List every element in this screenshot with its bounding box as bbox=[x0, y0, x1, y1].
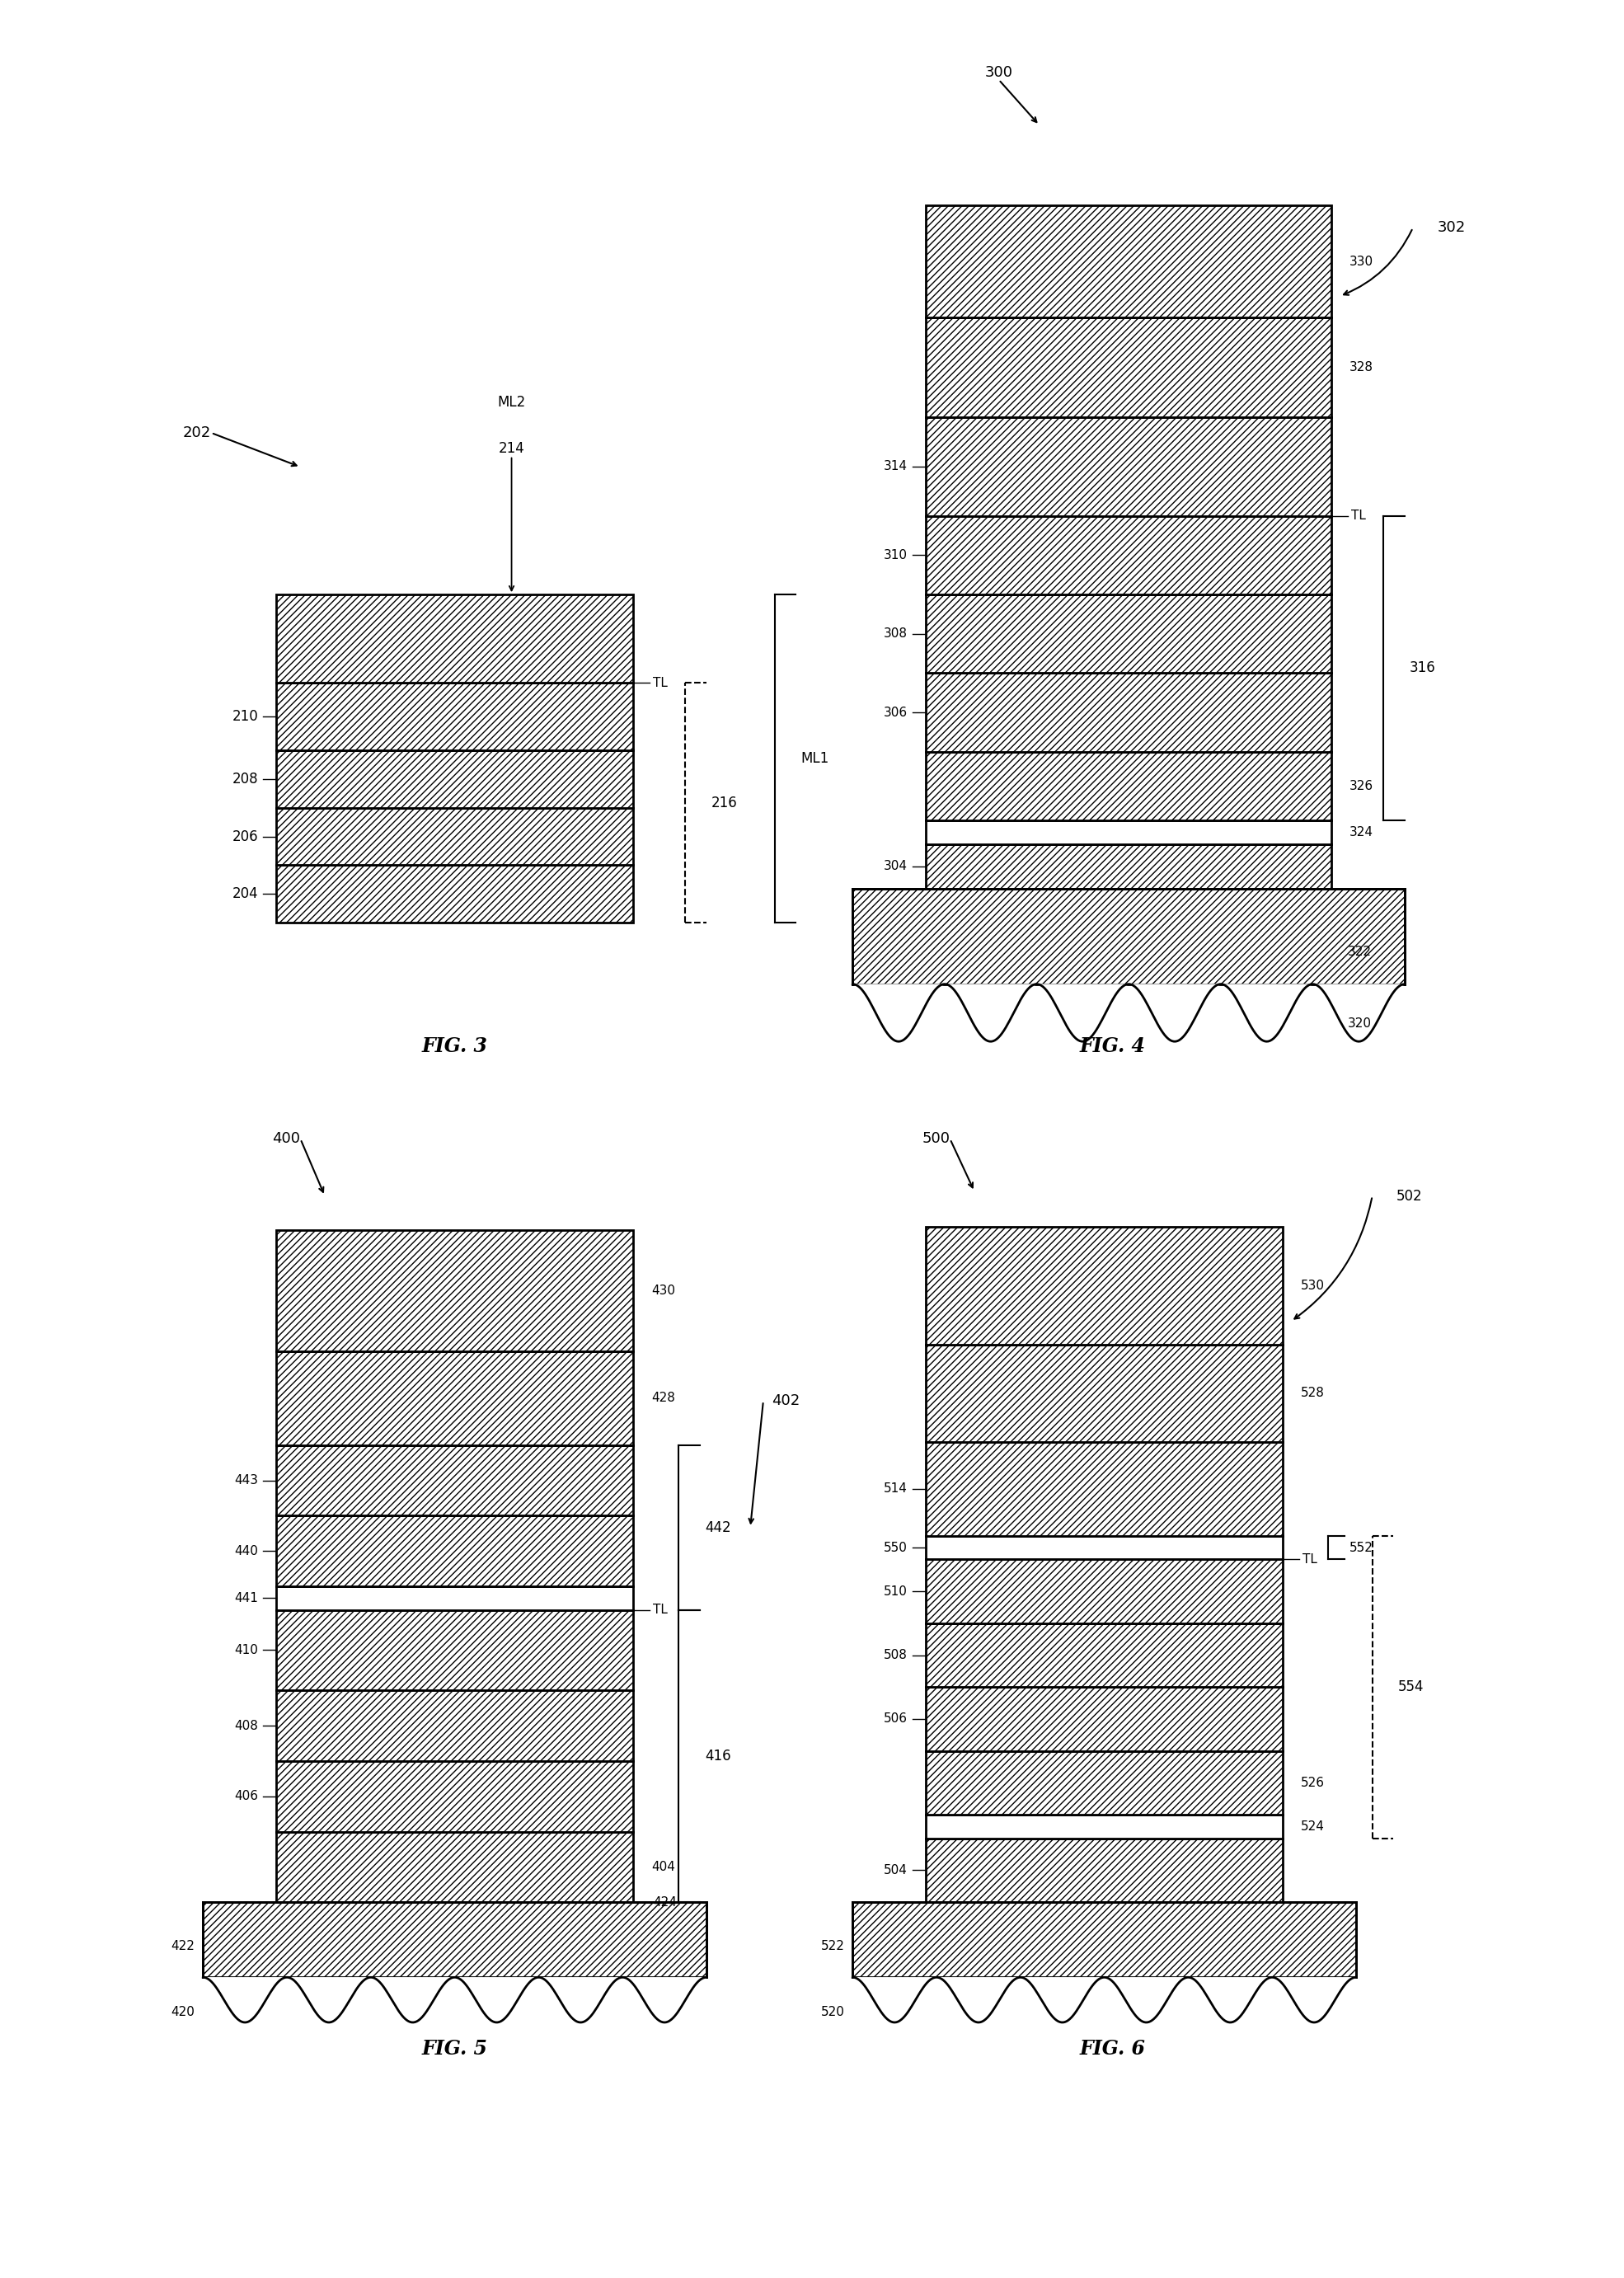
Text: 504: 504 bbox=[883, 1863, 908, 1877]
Bar bbox=[926, 1560, 1283, 1624]
Text: 440: 440 bbox=[234, 1544, 258, 1558]
Bar bbox=[926, 319, 1332, 417]
Bar bbox=[276, 1444, 633, 1515]
Text: 202: 202 bbox=[184, 426, 211, 440]
Text: 328: 328 bbox=[1350, 362, 1374, 374]
Text: TL: TL bbox=[1302, 1554, 1317, 1565]
Text: FIG. 3: FIG. 3 bbox=[422, 1036, 487, 1057]
Bar bbox=[926, 1624, 1283, 1688]
Text: 520: 520 bbox=[820, 2007, 844, 2018]
Bar bbox=[276, 1230, 633, 1351]
Text: 302: 302 bbox=[1437, 221, 1465, 235]
Text: FIG. 6: FIG. 6 bbox=[1080, 2039, 1145, 2059]
Text: 506: 506 bbox=[883, 1713, 908, 1724]
Text: 210: 210 bbox=[232, 708, 258, 724]
Bar bbox=[926, 1688, 1283, 1752]
Text: 400: 400 bbox=[273, 1132, 300, 1146]
Bar bbox=[926, 417, 1332, 517]
Bar bbox=[276, 866, 633, 923]
Text: 304: 304 bbox=[883, 861, 908, 872]
Text: 552: 552 bbox=[1350, 1542, 1374, 1554]
Bar bbox=[926, 1816, 1283, 1838]
Bar bbox=[276, 1585, 633, 1611]
Text: 526: 526 bbox=[1301, 1777, 1325, 1788]
Text: TL: TL bbox=[653, 1604, 667, 1615]
Bar bbox=[926, 820, 1332, 845]
Bar bbox=[926, 205, 1332, 319]
Text: 430: 430 bbox=[651, 1285, 676, 1296]
Text: 550: 550 bbox=[883, 1542, 908, 1554]
Text: FIG. 5: FIG. 5 bbox=[422, 2039, 487, 2059]
Text: 408: 408 bbox=[234, 1720, 258, 1731]
Bar bbox=[276, 1761, 633, 1832]
Text: 530: 530 bbox=[1301, 1280, 1325, 1292]
Text: 441: 441 bbox=[234, 1592, 258, 1604]
Bar bbox=[926, 674, 1332, 752]
Text: 306: 306 bbox=[883, 706, 908, 718]
Bar bbox=[276, 809, 633, 866]
Text: 206: 206 bbox=[232, 829, 258, 843]
Text: 308: 308 bbox=[883, 629, 908, 640]
Bar bbox=[276, 1515, 633, 1585]
Bar bbox=[853, 888, 1405, 984]
Text: 508: 508 bbox=[883, 1649, 908, 1661]
Bar bbox=[926, 752, 1332, 820]
Text: 216: 216 bbox=[711, 795, 737, 811]
Bar bbox=[276, 1832, 633, 1902]
Text: 510: 510 bbox=[883, 1585, 908, 1597]
Text: 208: 208 bbox=[232, 772, 258, 786]
Bar bbox=[926, 1442, 1283, 1535]
Text: 424: 424 bbox=[653, 1895, 677, 1909]
Text: 502: 502 bbox=[1397, 1189, 1423, 1203]
Bar bbox=[203, 1902, 706, 1977]
Text: ML2: ML2 bbox=[497, 394, 526, 410]
Bar bbox=[926, 1838, 1283, 1902]
Text: 524: 524 bbox=[1301, 1820, 1325, 1834]
Bar bbox=[853, 1902, 1356, 1977]
Text: 402: 402 bbox=[771, 1394, 799, 1408]
Bar bbox=[276, 1611, 633, 1690]
Bar bbox=[926, 517, 1332, 595]
Bar bbox=[276, 1690, 633, 1761]
Text: 320: 320 bbox=[1348, 1018, 1372, 1030]
Text: 443: 443 bbox=[234, 1474, 258, 1488]
Text: ML1: ML1 bbox=[801, 752, 828, 765]
Bar bbox=[276, 749, 633, 809]
Text: 416: 416 bbox=[705, 1750, 731, 1763]
Text: 326: 326 bbox=[1350, 779, 1374, 793]
Text: 300: 300 bbox=[984, 64, 1013, 80]
Bar bbox=[276, 595, 633, 683]
Text: FIG. 4: FIG. 4 bbox=[1080, 1036, 1145, 1057]
Text: 514: 514 bbox=[883, 1483, 908, 1494]
Bar bbox=[926, 845, 1332, 888]
Text: 324: 324 bbox=[1350, 827, 1374, 838]
Text: 554: 554 bbox=[1398, 1679, 1424, 1695]
Text: 406: 406 bbox=[234, 1791, 258, 1802]
Text: 310: 310 bbox=[883, 549, 908, 560]
Bar bbox=[926, 595, 1332, 674]
Text: 404: 404 bbox=[651, 1861, 676, 1873]
Bar bbox=[276, 1351, 633, 1444]
Text: 314: 314 bbox=[883, 460, 908, 472]
Text: 316: 316 bbox=[1410, 661, 1436, 677]
Bar bbox=[926, 1228, 1283, 1344]
Text: 422: 422 bbox=[171, 1941, 195, 1952]
Text: 214: 214 bbox=[499, 440, 525, 456]
Text: 410: 410 bbox=[234, 1645, 258, 1656]
Text: TL: TL bbox=[653, 677, 667, 688]
Text: 322: 322 bbox=[1348, 945, 1372, 959]
Text: 204: 204 bbox=[232, 886, 258, 902]
Bar bbox=[926, 1752, 1283, 1816]
Text: 528: 528 bbox=[1301, 1387, 1325, 1399]
Text: 428: 428 bbox=[651, 1392, 676, 1403]
Text: 330: 330 bbox=[1350, 255, 1374, 267]
Text: 442: 442 bbox=[705, 1519, 731, 1535]
Text: TL: TL bbox=[1351, 510, 1366, 522]
Text: 500: 500 bbox=[922, 1132, 950, 1146]
Bar bbox=[926, 1344, 1283, 1442]
Text: 420: 420 bbox=[171, 2007, 195, 2018]
Bar bbox=[276, 683, 633, 749]
Text: 522: 522 bbox=[820, 1941, 844, 1952]
Bar bbox=[926, 1535, 1283, 1560]
